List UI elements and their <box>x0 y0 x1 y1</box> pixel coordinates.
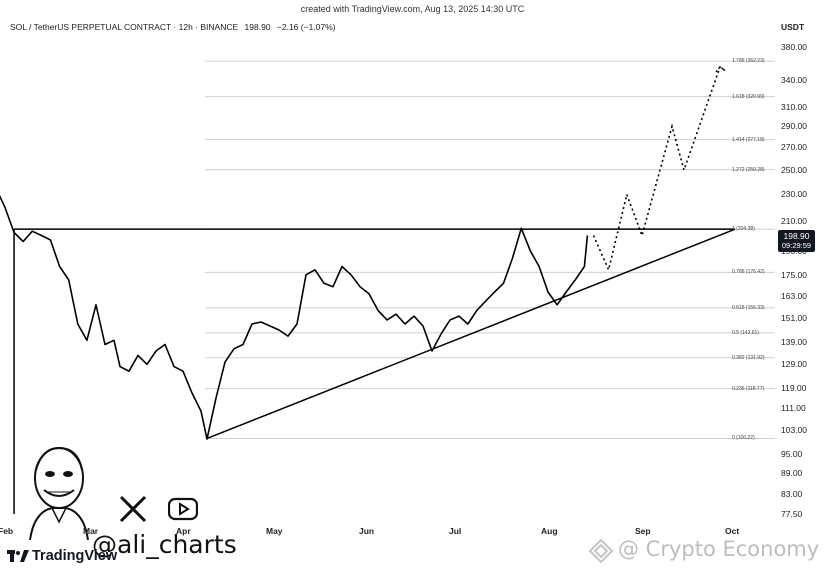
y-tick-label: 380.00 <box>781 42 807 52</box>
fib-level-label: 0.382 (131.92) <box>732 354 765 361</box>
y-tick-label: 290.00 <box>781 121 807 132</box>
crypto-economy-logo-icon <box>588 538 614 564</box>
fib-level-label: 1.414 (277.18) <box>732 136 765 143</box>
y-tick-label: 175.00 <box>781 269 807 280</box>
projection-path-line <box>592 65 727 273</box>
y-tick-label: 89.00 <box>781 468 803 479</box>
fib-level-label: 0.236 (118.77) <box>732 385 765 392</box>
fib-level-label: 0.618 (156.33) <box>732 304 765 311</box>
currency-label: USDT <box>781 22 805 32</box>
badge-price: 198.90 <box>783 231 810 241</box>
x-tick-label: Mar <box>83 526 99 536</box>
x-tick-label: Aug <box>541 526 558 536</box>
y-tick-label: 151.00 <box>781 313 807 324</box>
created-with-label: created with TradingView.com, Aug 13, 20… <box>300 4 525 14</box>
x-tick-label: Sep <box>635 526 651 536</box>
watermark-text: @ Crypto Economy <box>618 537 820 561</box>
fib-level-label: 0.5 (143.61) <box>732 329 759 336</box>
y-tick-label: 340.00 <box>781 74 807 85</box>
y-tick-label: 111.00 <box>781 403 806 414</box>
fib-level-label: 0 (100.22) <box>732 435 755 442</box>
y-tick-label: 83.00 <box>781 488 803 499</box>
author-handle: @ali_charts <box>92 530 237 559</box>
y-tick-label: 190.00 <box>781 245 807 256</box>
y-tick-label: 119.00 <box>781 383 807 394</box>
y-tick-label: 230.00 <box>781 189 807 200</box>
y-tick-label: 163.00 <box>781 290 807 301</box>
fib-level-label: 1.618 (320.99) <box>732 93 765 100</box>
current-price-badge: 198.90 09:29:59 <box>778 230 815 252</box>
fib-level-label: 1 (204.38) <box>732 226 755 233</box>
x-tick-label: May <box>266 526 283 536</box>
y-tick-label: 77.50 <box>781 509 803 519</box>
x-tick-label: Apr <box>176 526 191 536</box>
fib-level-label: 1.786 (362.23) <box>732 58 765 65</box>
ascending-trendline <box>206 228 736 440</box>
x-tick-label: Jun <box>359 526 375 536</box>
x-tick-label: Jul <box>449 526 462 536</box>
author-avatar <box>29 446 89 540</box>
symbol-line: SOL / TetherUS PERPETUAL CONTRACT · 12h … <box>10 22 239 32</box>
y-tick-label: 139.00 <box>781 337 807 348</box>
x-tick-label: Oct <box>725 526 740 536</box>
y-tick-label: 270.00 <box>781 142 807 153</box>
badge-countdown: 09:29:59 <box>781 241 812 250</box>
x-tick-label: Feb <box>0 526 14 536</box>
y-tick-label: 210.00 <box>781 216 807 227</box>
x-icon[interactable] <box>118 494 148 524</box>
symbol-info: SOL / TetherUS PERPETUAL CONTRACT · 12h … <box>10 22 336 32</box>
price-series-line <box>0 194 589 440</box>
fib-level-label: 1.272 (250.28) <box>732 166 765 173</box>
tradingview-logo-icon <box>7 550 29 562</box>
y-tick-label: 103.00 <box>781 425 807 436</box>
youtube-icon[interactable] <box>168 494 198 524</box>
y-tick-label: 129.00 <box>781 359 807 370</box>
price-change: −2.16 (−1.07%) <box>276 22 336 32</box>
y-tick-label: 310.00 <box>781 101 807 112</box>
last-price: 198.90 <box>244 22 271 32</box>
y-tick-label: 95.00 <box>781 449 803 460</box>
y-tick-label: 250.00 <box>781 164 807 175</box>
fib-level-label: 0.786 (176.42) <box>732 269 765 276</box>
tradingview-brand: TradingView <box>32 548 118 564</box>
